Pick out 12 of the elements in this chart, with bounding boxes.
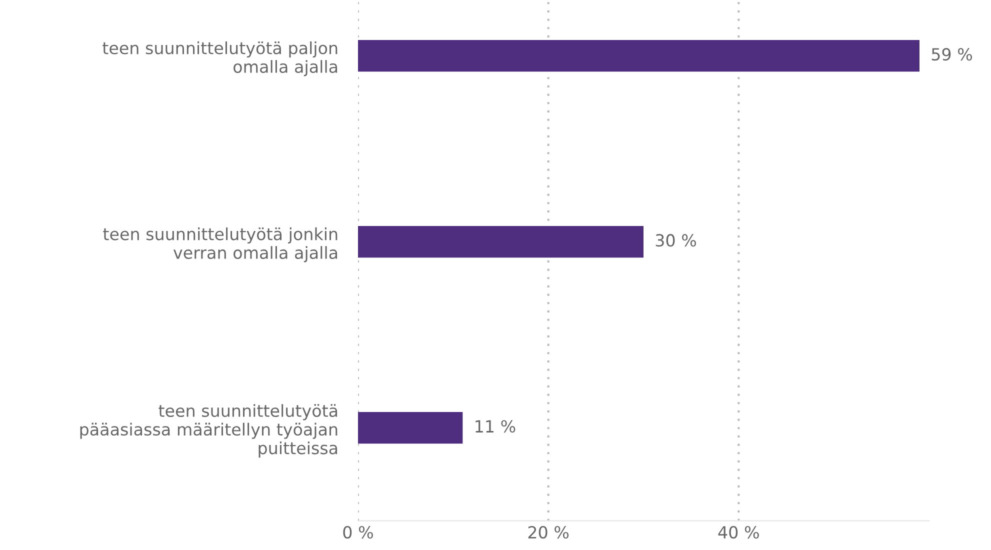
data-label: 11 % xyxy=(476,420,516,433)
y-tick-label: teen suunnittelutyötä jonkin verran omalla ajalla xyxy=(103,227,338,262)
bar xyxy=(358,40,920,72)
x-tick-label: 20 % xyxy=(528,526,569,539)
data-label: 30 % xyxy=(656,234,696,247)
x-tick-label: 0 % xyxy=(343,526,373,539)
bar xyxy=(358,226,644,258)
data-label: 59 % xyxy=(932,48,972,61)
bar xyxy=(358,412,463,444)
y-tick-label: teen suunnittelutyötä pääasiassa määritellyn työajan puitteissa xyxy=(80,404,338,458)
y-tick-label: teen suunnittelutyötä paljon omalla ajalla xyxy=(102,41,338,76)
x-tick-label: 40 % xyxy=(718,526,759,539)
